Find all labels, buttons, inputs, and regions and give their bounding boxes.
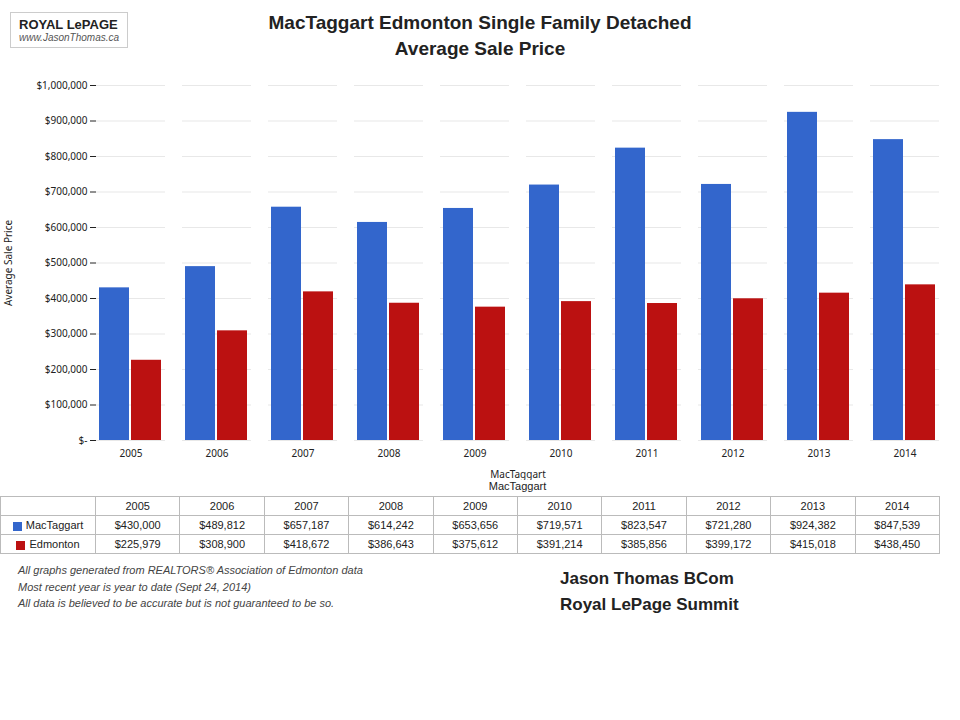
svg-text:$1,000,000: $1,000,000 bbox=[36, 78, 87, 92]
svg-text:2005: 2005 bbox=[120, 446, 143, 460]
svg-text:2012: 2012 bbox=[722, 446, 745, 460]
html-text:$438,450: $438,450 bbox=[874, 538, 921, 550]
html-text:www.JasonThomas.ca: www.JasonThomas.ca bbox=[19, 32, 119, 43]
svg-text:$900,000: $900,000 bbox=[45, 113, 88, 127]
html-text:Edmonton: Edmonton bbox=[29, 538, 80, 550]
html-text:$308,900: $308,900 bbox=[199, 538, 245, 550]
svg-text:2011: 2011 bbox=[636, 446, 659, 460]
html-text:MacTaggart Edmonton Single Fam: MacTaggart Edmonton Single Family Detach… bbox=[268, 12, 692, 59]
html-text:$614,242: $614,242 bbox=[367, 519, 414, 531]
html-text:$847,539: $847,539 bbox=[874, 519, 921, 531]
html-text:$489,812: $489,812 bbox=[199, 519, 245, 531]
html-text:2007: 2007 bbox=[294, 500, 319, 512]
svg-text:2009: 2009 bbox=[464, 446, 487, 460]
html-text:$657,187: $657,187 bbox=[283, 519, 330, 531]
html-text:$418,672: $418,672 bbox=[283, 538, 330, 550]
svg-text:$800,000: $800,000 bbox=[45, 149, 88, 163]
html-text:Royal LePage Summit: Royal LePage Summit bbox=[560, 594, 739, 614]
svg-text:$200,000: $200,000 bbox=[45, 362, 88, 376]
svg-text:2007: 2007 bbox=[292, 446, 315, 460]
html-text:ROYAL LePAGE: ROYAL LePAGE bbox=[19, 17, 118, 32]
html-text:$430,000: $430,000 bbox=[114, 519, 161, 531]
html-text:$375,612: $375,612 bbox=[452, 538, 499, 550]
html-text:$386,643: $386,643 bbox=[367, 538, 414, 550]
html-text:2014: 2014 bbox=[885, 500, 910, 512]
html-text:$399,172: $399,172 bbox=[705, 538, 752, 550]
html-text:2006: 2006 bbox=[209, 500, 235, 512]
svg-text:2013: 2013 bbox=[808, 446, 831, 460]
svg-text:2010: 2010 bbox=[550, 446, 573, 460]
svg-text:$300,000: $300,000 bbox=[45, 326, 88, 340]
svg-text:$500,000: $500,000 bbox=[45, 255, 88, 269]
html-text:Jason Thomas BCom: Jason Thomas BCom bbox=[560, 569, 734, 588]
html-text:2011: 2011 bbox=[632, 500, 656, 512]
html-text:All data is believed to be acc: All data is believed to be accurate but … bbox=[18, 597, 335, 609]
html-text:$719,571: $719,571 bbox=[536, 519, 583, 531]
html-text:$924,382: $924,382 bbox=[789, 519, 836, 531]
svg-text:MacTaggart: MacTaggart bbox=[490, 467, 546, 481]
svg-text:$600,000: $600,000 bbox=[45, 220, 88, 234]
svg-text:2014: 2014 bbox=[894, 446, 917, 460]
svg-text:$400,000: $400,000 bbox=[45, 291, 88, 305]
svg-text:Average Sale Price: Average Sale Price bbox=[1, 220, 15, 307]
html-text:MacTaggart: MacTaggart bbox=[25, 519, 84, 531]
html-text:2013: 2013 bbox=[800, 500, 826, 512]
svg-text:2006: 2006 bbox=[206, 446, 229, 460]
html-text:$391,214: $391,214 bbox=[536, 538, 583, 550]
html-text:Most recent year is year to da: Most recent year is year to date (Sept 2… bbox=[18, 580, 251, 593]
html-text:$225,979: $225,979 bbox=[114, 538, 161, 550]
html-text:$721,280: $721,280 bbox=[705, 519, 752, 531]
html-text:All graphs generated from REAL: All graphs generated from REALTORS® Asso… bbox=[18, 564, 363, 576]
html-text:$653,656: $653,656 bbox=[452, 519, 499, 531]
html-text:2008: 2008 bbox=[378, 500, 404, 512]
html-text:2005: 2005 bbox=[125, 500, 150, 512]
svg-text:$700,000: $700,000 bbox=[45, 184, 88, 198]
svg-text:$100,000: $100,000 bbox=[45, 397, 88, 411]
svg-text:$-: $- bbox=[79, 433, 88, 447]
html-text:2009: 2009 bbox=[463, 500, 488, 512]
html-text:$415,018: $415,018 bbox=[789, 538, 836, 550]
html-text:2012: 2012 bbox=[716, 500, 741, 512]
html-text:$385,856: $385,856 bbox=[621, 538, 667, 550]
html-text:$823,547: $823,547 bbox=[621, 519, 667, 531]
html-text:2010: 2010 bbox=[547, 500, 572, 512]
svg-text:2008: 2008 bbox=[378, 446, 401, 460]
